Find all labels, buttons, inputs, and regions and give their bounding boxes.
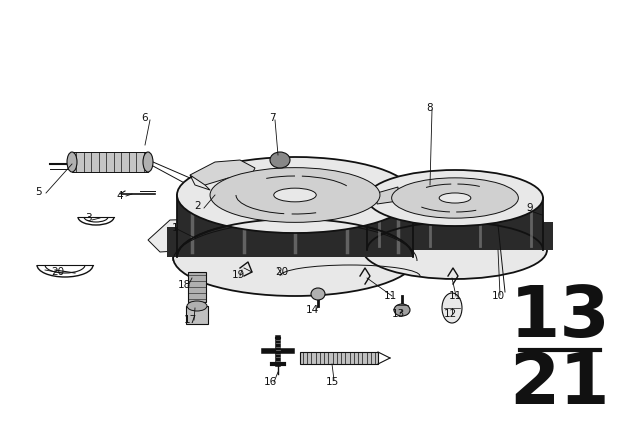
Text: 14: 14	[305, 305, 319, 315]
Text: 20: 20	[275, 267, 289, 277]
Text: 12: 12	[444, 309, 456, 319]
Text: 9: 9	[527, 203, 533, 213]
Text: 17: 17	[184, 315, 196, 325]
Bar	[188, 272, 206, 302]
Polygon shape	[148, 210, 545, 252]
Ellipse shape	[210, 168, 380, 222]
Text: 7: 7	[269, 113, 275, 123]
Ellipse shape	[270, 152, 290, 168]
Text: 21: 21	[509, 350, 611, 419]
Text: 2: 2	[195, 201, 202, 211]
Ellipse shape	[67, 152, 77, 172]
Text: 20: 20	[51, 267, 65, 277]
Bar	[177, 200, 413, 257]
Ellipse shape	[177, 157, 413, 233]
Ellipse shape	[442, 293, 462, 323]
Ellipse shape	[143, 152, 153, 172]
Text: 15: 15	[325, 377, 339, 387]
Text: 6: 6	[141, 113, 148, 123]
Text: 10: 10	[492, 291, 504, 301]
Text: 13: 13	[509, 284, 611, 353]
Text: 11: 11	[449, 291, 461, 301]
Bar	[367, 202, 543, 250]
Bar	[300, 352, 378, 364]
Bar	[167, 227, 423, 257]
Polygon shape	[377, 187, 398, 204]
Text: 19: 19	[232, 270, 244, 280]
Ellipse shape	[394, 304, 410, 316]
Ellipse shape	[367, 170, 543, 226]
Text: 11: 11	[383, 291, 397, 301]
Ellipse shape	[274, 188, 316, 202]
Text: 5: 5	[35, 187, 42, 197]
Text: 3: 3	[84, 213, 92, 223]
Bar	[72, 152, 148, 172]
Ellipse shape	[173, 218, 417, 296]
Bar	[186, 306, 208, 324]
Text: 1: 1	[172, 223, 179, 233]
Text: 16: 16	[264, 377, 276, 387]
Ellipse shape	[311, 288, 325, 300]
Polygon shape	[190, 160, 255, 185]
Ellipse shape	[392, 178, 518, 218]
Text: 18: 18	[177, 280, 191, 290]
Text: 8: 8	[427, 103, 433, 113]
Text: 4: 4	[116, 191, 124, 201]
Ellipse shape	[363, 221, 547, 279]
Text: 13: 13	[392, 309, 404, 319]
Ellipse shape	[187, 301, 207, 311]
Ellipse shape	[439, 193, 471, 203]
Bar	[357, 222, 553, 250]
